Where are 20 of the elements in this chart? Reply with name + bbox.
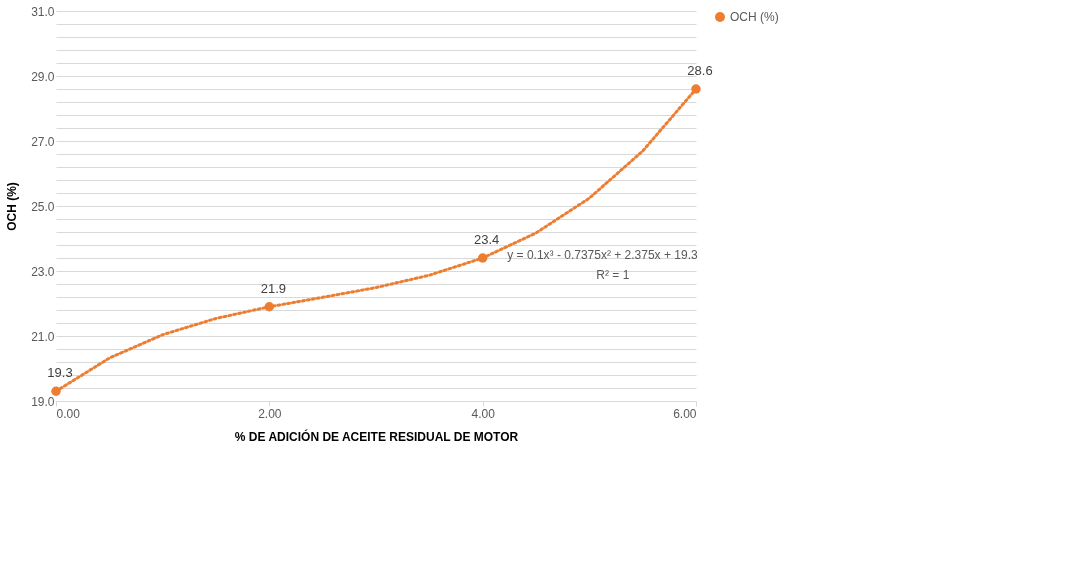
legend-label: OCH (%) [730, 10, 779, 24]
x-tick-label: 4.00 [471, 406, 496, 421]
y-axis-title: OCH (%) [5, 182, 20, 231]
x-axis-title: % DE ADICIÓN DE ACEITE RESIDUAL DE MOTOR [234, 428, 519, 444]
annotation: R² = 1 [596, 267, 630, 282]
x-tick-label: 2.00 [258, 406, 282, 421]
x-tick-label: 6.00 [673, 406, 697, 421]
y-tick-label: 19.0 [31, 394, 55, 409]
y-tick-label: 27.0 [31, 134, 55, 149]
annotation: y = 0.1x³ - 0.7375x² + 2.375x + 19.3 [507, 247, 698, 262]
y-tick-label: 23.0 [31, 264, 55, 279]
data-label: 21.9 [260, 280, 286, 296]
data-label: 23.4 [474, 232, 500, 247]
data-label: 28.6 [687, 63, 713, 78]
y-tick-label: 25.0 [31, 199, 55, 214]
y-tick-label: 31.0 [31, 4, 55, 19]
y-tick-label: 29.0 [31, 69, 55, 84]
x-tick-label: 0.00 [56, 406, 81, 421]
y-tick-label: 21.0 [31, 329, 55, 344]
data-label: 19.3 [47, 365, 73, 381]
